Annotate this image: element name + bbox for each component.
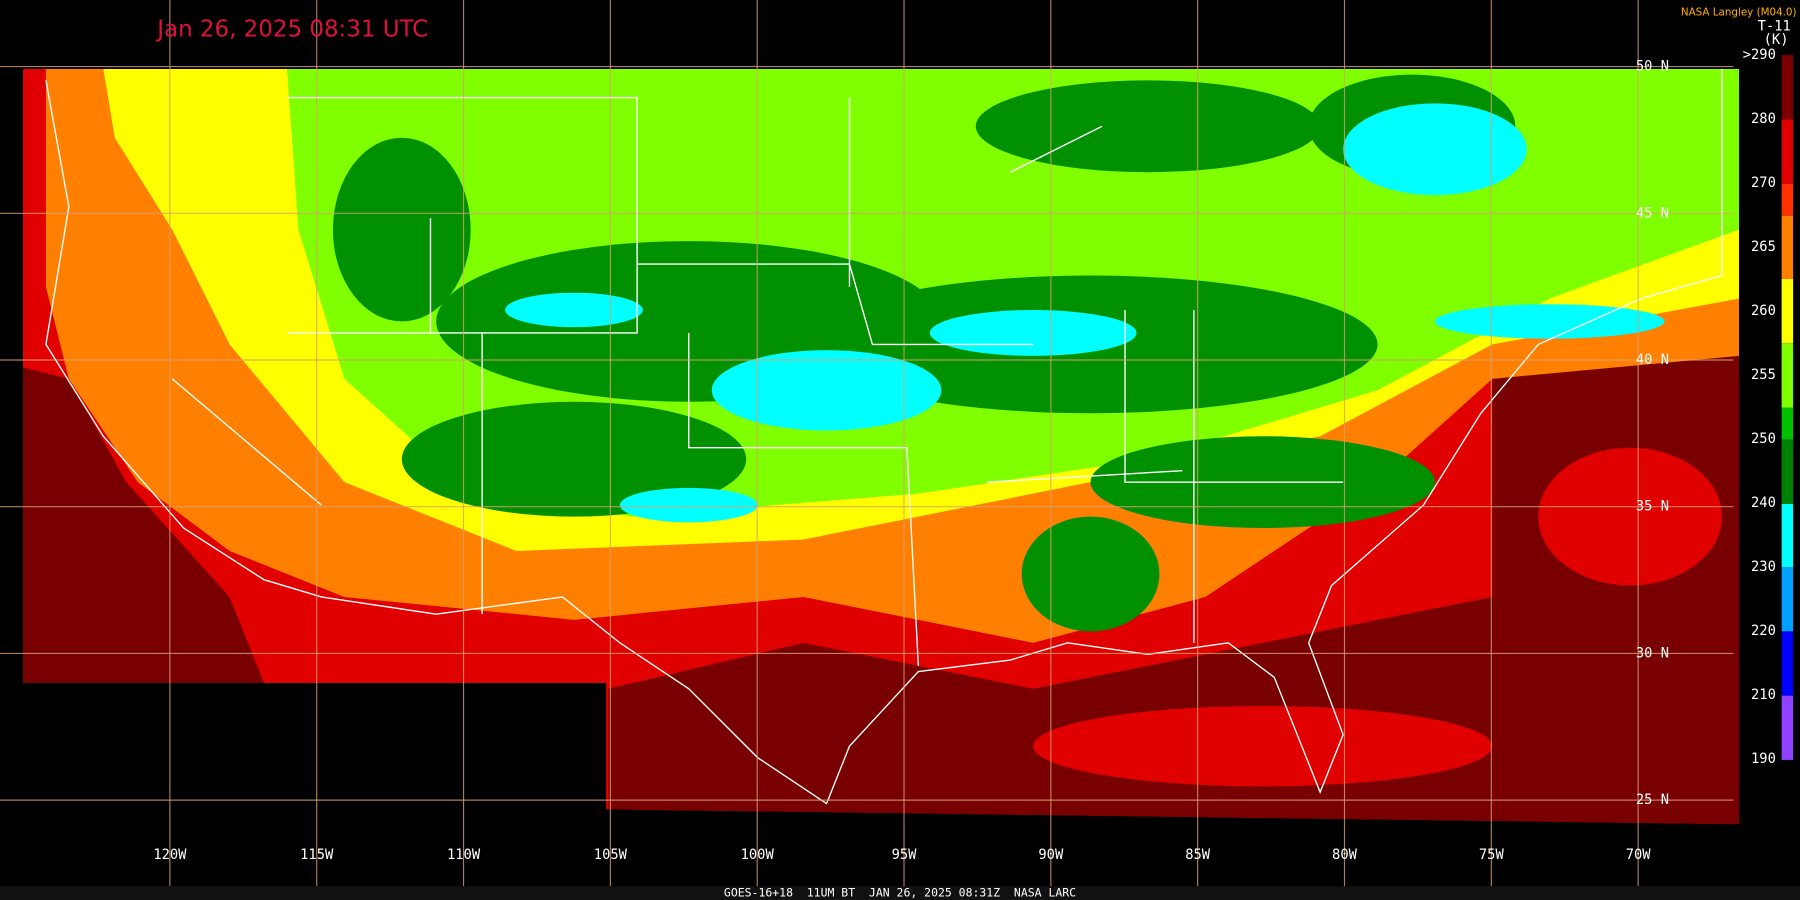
imagery-darkred-atlantic xyxy=(608,355,1740,825)
colorbar-segment xyxy=(1781,695,1794,760)
imagery-cyan xyxy=(505,103,1665,523)
colorbar-segment xyxy=(1781,503,1794,568)
legend-title: T-11 xyxy=(1758,18,1791,34)
credit: NASA Langley (M04.0) xyxy=(1681,7,1797,19)
legend-unit: (K) xyxy=(1764,32,1789,48)
footer-bar xyxy=(0,886,1800,900)
imagery-darkred-pacific xyxy=(22,367,265,684)
graticule xyxy=(0,0,1734,887)
colorbar-label: >290 xyxy=(1743,47,1776,63)
latitude-label: 25 N xyxy=(1636,792,1669,808)
colorbar-label: 250 xyxy=(1751,431,1776,447)
colorbar-label: 220 xyxy=(1751,623,1776,639)
colorbar-segment xyxy=(1781,439,1794,504)
longitude-label: 90W xyxy=(1038,847,1064,863)
longitude-label: 95W xyxy=(892,847,918,863)
longitude-label: 80W xyxy=(1332,847,1358,863)
colorbar-segment xyxy=(1781,215,1794,279)
imagery-red-patch xyxy=(1538,447,1722,586)
colorbar-segment xyxy=(1781,278,1794,344)
colorbar xyxy=(1781,55,1794,760)
longitude-label: 105W xyxy=(594,847,628,863)
footer: GOES-16+18 11UM BT JAN 26, 2025 08:31Z N… xyxy=(724,886,1076,900)
colorbar-segment xyxy=(1781,631,1794,696)
borders xyxy=(45,68,1723,805)
latitude-label: 50 N xyxy=(1636,59,1669,75)
longitude-label: 120W xyxy=(153,847,187,863)
longitude-label: 85W xyxy=(1185,847,1211,863)
colorbar-label: 265 xyxy=(1751,239,1776,255)
state-borders xyxy=(171,96,1344,666)
colorbar-segment xyxy=(1781,567,1794,632)
colorbar-label: 260 xyxy=(1751,303,1776,319)
colorbar-segment xyxy=(1781,343,1794,408)
colorbar-label: 255 xyxy=(1751,367,1776,383)
timestamp: Jan 26, 2025 08:31 UTC xyxy=(155,16,428,42)
latitude-label: 40 N xyxy=(1636,352,1669,368)
colorbar-segment xyxy=(1781,119,1794,184)
colorbar-label: 190 xyxy=(1751,751,1776,767)
colorbar-segment xyxy=(1781,407,1794,440)
colorbar-label: 280 xyxy=(1751,111,1776,127)
colorbar-label: 270 xyxy=(1751,175,1776,191)
longitude-label: 115W xyxy=(300,847,334,863)
longitude-label: 75W xyxy=(1479,847,1505,863)
colorbar-segment xyxy=(1781,183,1794,216)
colorbar-label: 240 xyxy=(1751,495,1776,511)
longitude-label: 100W xyxy=(741,847,775,863)
latitude-label: 35 N xyxy=(1636,499,1669,515)
coastline xyxy=(45,68,1723,805)
colorbar-label: 210 xyxy=(1751,687,1776,703)
colorbar-label: 230 xyxy=(1751,559,1776,575)
longitude-label: 110W xyxy=(447,847,481,863)
latitude-label: 45 N xyxy=(1636,205,1669,221)
colorbar-segment xyxy=(1781,55,1794,120)
latitude-label: 30 N xyxy=(1636,645,1669,661)
longitude-label: 70W xyxy=(1626,847,1652,863)
imagery-red-patch xyxy=(1033,705,1493,787)
